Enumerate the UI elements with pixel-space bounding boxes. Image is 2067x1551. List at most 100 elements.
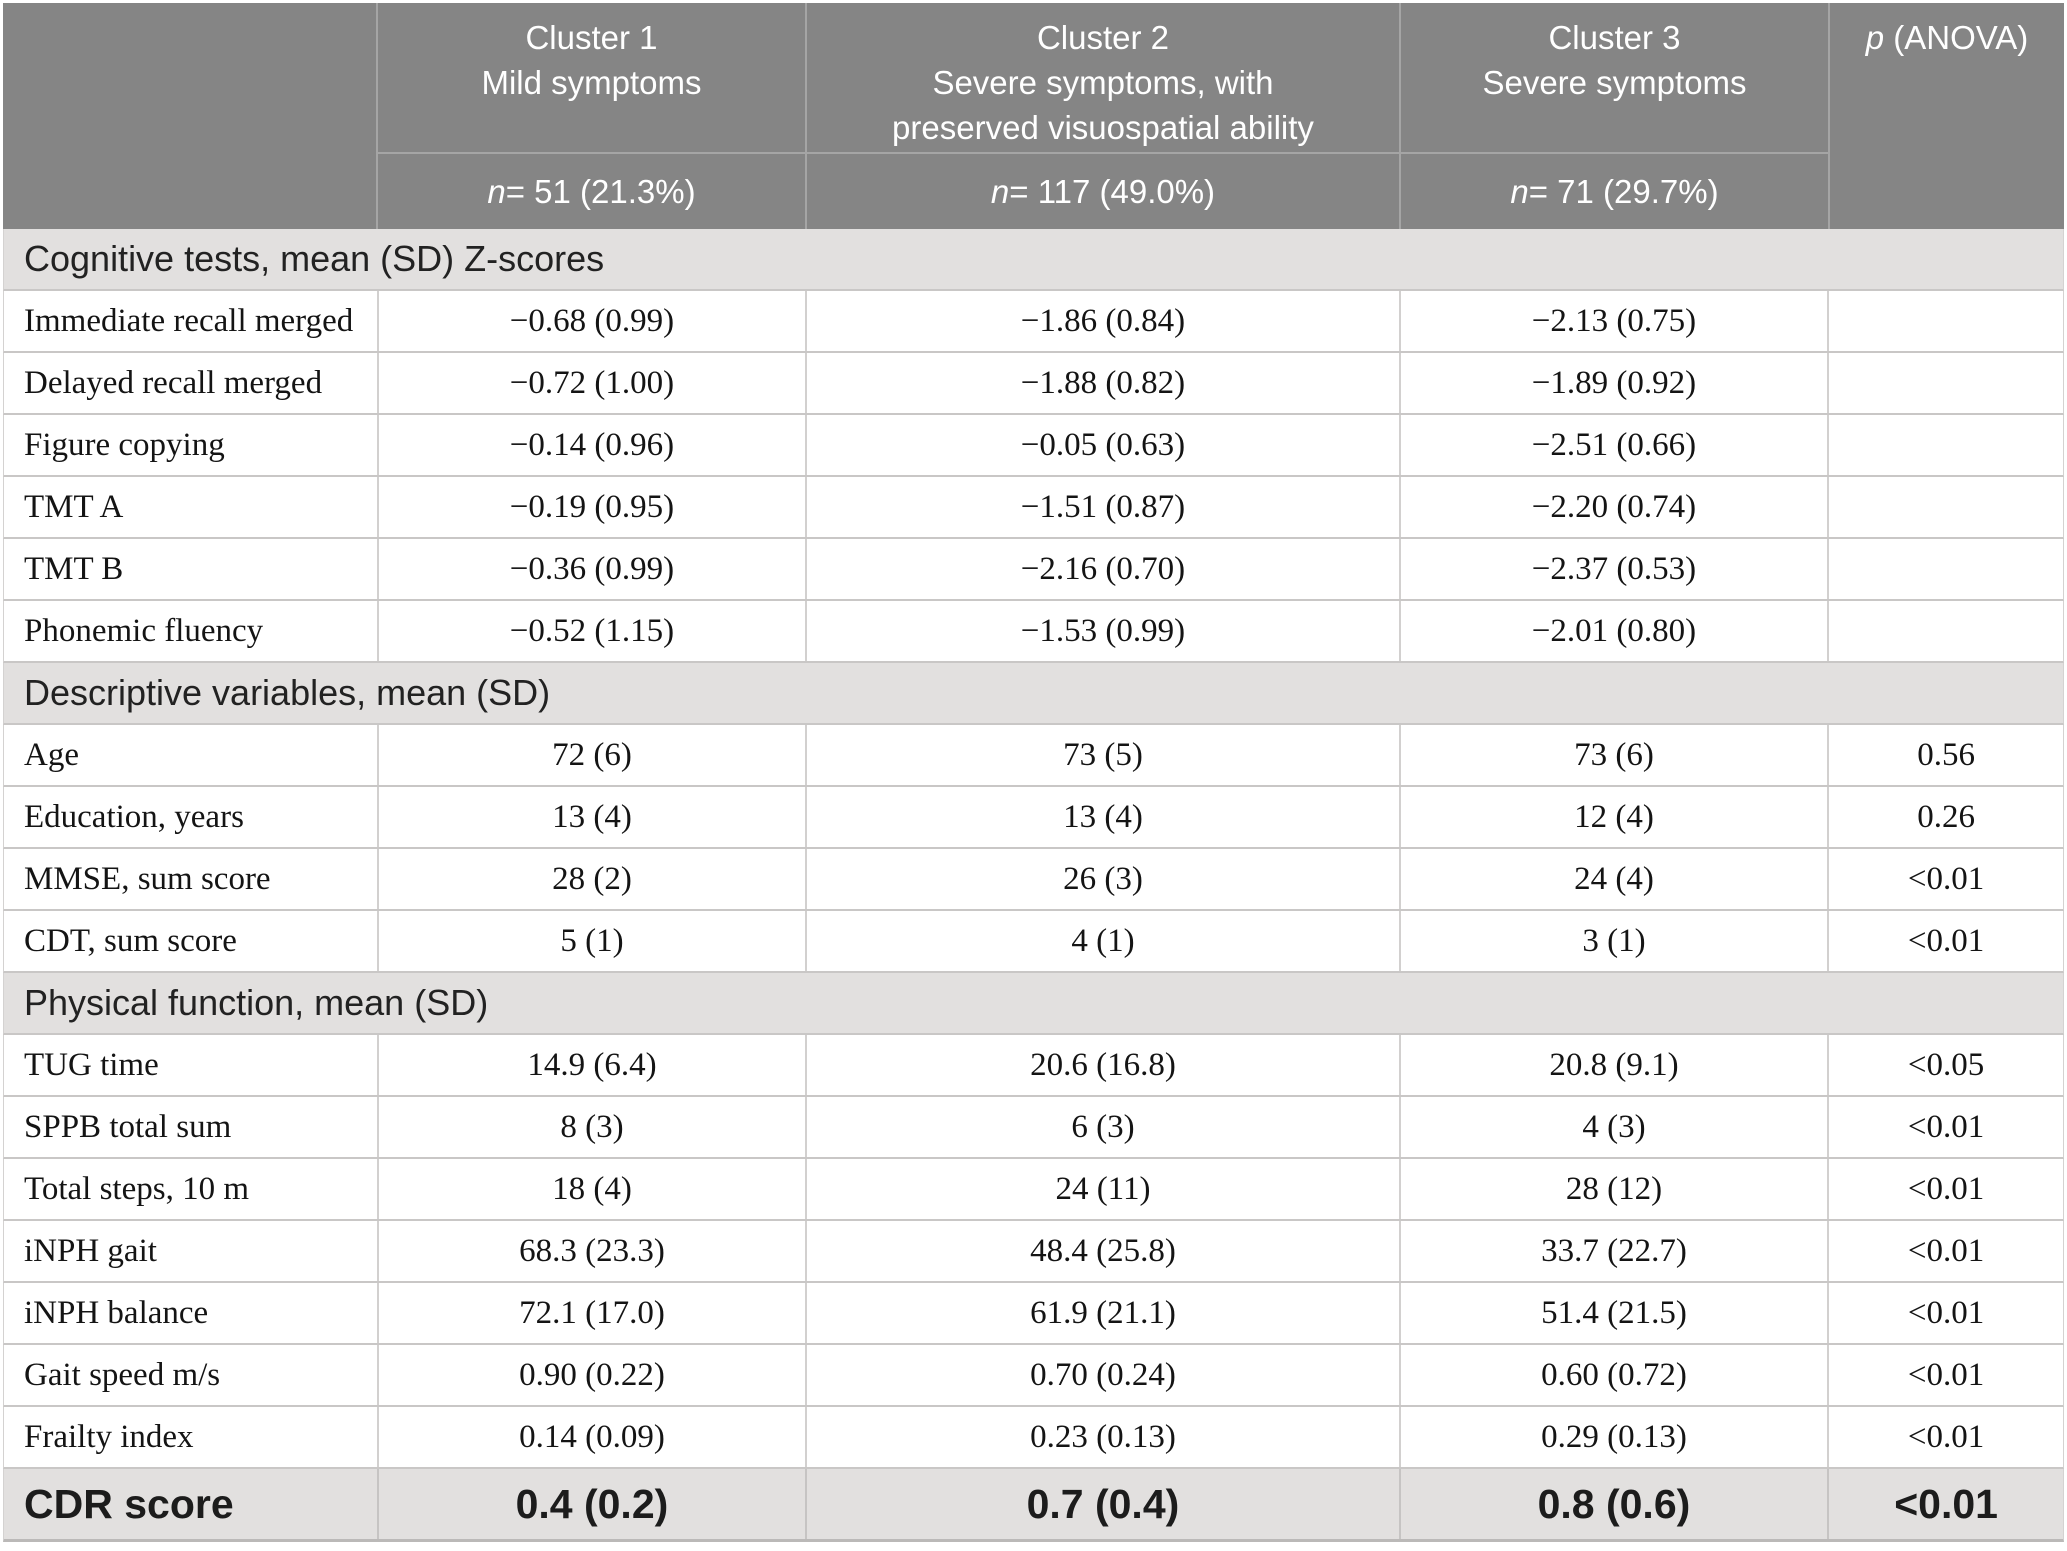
table-row: iNPH gait 68.3 (23.3) 48.4 (25.8) 33.7 (22.…	[3, 1221, 2064, 1283]
row-label: CDR score	[4, 1469, 379, 1539]
row-label: Immediate recall merged	[4, 291, 379, 351]
row-value-cluster3: −2.51 (0.66)	[1401, 415, 1830, 475]
cluster-comparison-table: Cluster 1 Mild symptoms n = 51 (21.3%) C…	[3, 3, 2064, 1542]
row-value-cluster3: −2.13 (0.75)	[1401, 291, 1830, 351]
row-value-cluster1: −0.52 (1.15)	[379, 601, 808, 661]
row-value-cluster2: 73 (5)	[807, 725, 1401, 785]
row-value-cluster1: −0.19 (0.95)	[379, 477, 808, 537]
table-row: Phonemic fluency −0.52 (1.15) −1.53 (0.99)…	[3, 601, 2064, 663]
row-value-p: <0.01	[1894, 1480, 1998, 1527]
row-value-cluster1: −0.36 (0.99)	[379, 539, 808, 599]
row-value-cluster3: −2.37 (0.53)	[1401, 539, 1830, 599]
section-header: Physical function, mean (SD)	[3, 973, 2064, 1035]
row-value-cluster1: 0.14 (0.09)	[379, 1407, 808, 1467]
row-label: Phonemic fluency	[4, 601, 379, 661]
row-label: Total steps, 10 m	[4, 1159, 379, 1219]
n-symbol: n	[487, 173, 506, 210]
table-row: Gait speed m/s 0.90 (0.22) 0.70 (0.24) 0.60…	[3, 1345, 2064, 1407]
table-row: MMSE, sum score 28 (2) 26 (3) 24 (4) <0.01	[3, 849, 2064, 911]
table-row: Figure copying −0.14 (0.96) −0.05 (0.63) −2…	[3, 415, 2064, 477]
row-value-p: <0.01	[1907, 1170, 1985, 1207]
header-cluster-2: Cluster 2 Severe symptoms, with preserve…	[807, 3, 1401, 229]
table-row: Age 72 (6) 73 (5) 73 (6) 0.56	[3, 725, 2064, 787]
row-value-p	[1829, 539, 2063, 599]
cluster-3-subtitle: Severe symptoms	[1482, 64, 1747, 101]
row-value-cluster2: 0.7 (0.4)	[807, 1469, 1401, 1539]
n-symbol: n	[990, 173, 1010, 210]
row-value-p: <0.05	[1907, 1046, 1985, 1083]
cluster-1-n: n = 51 (21.3%)	[378, 154, 805, 229]
row-value-p: <0.01	[1907, 922, 1985, 959]
row-value-cluster2: −1.88 (0.82)	[807, 353, 1401, 413]
row-value-cluster1: 0.4 (0.2)	[379, 1469, 808, 1539]
row-value-cluster3: 20.8 (9.1)	[1401, 1035, 1830, 1095]
row-cdr-score: CDR score 0.4 (0.2) 0.7 (0.4) 0.8 (0.6) …	[3, 1469, 2064, 1542]
cluster-1-subtitle: Mild symptoms	[481, 64, 702, 101]
row-value-p: 0.56	[1917, 736, 1975, 773]
row-value-cluster1: 5 (1)	[379, 911, 808, 971]
row-value-cluster1: 72 (6)	[379, 725, 808, 785]
p-anova-label: (ANOVA)	[1893, 19, 2029, 56]
row-value-cluster3: 24 (4)	[1401, 849, 1830, 909]
row-value-cluster1: 13 (4)	[379, 787, 808, 847]
row-value-cluster2: 20.6 (16.8)	[807, 1035, 1401, 1095]
row-value-cluster2: 24 (11)	[807, 1159, 1401, 1219]
row-value-cluster2: −0.05 (0.63)	[807, 415, 1401, 475]
n-count: = 51 (21.3%)	[505, 173, 696, 210]
cluster-3-n: n = 71 (29.7%)	[1401, 154, 1828, 229]
row-label: TMT A	[4, 477, 379, 537]
section-header: Descriptive variables, mean (SD)	[3, 663, 2064, 725]
row-label: Age	[4, 725, 379, 785]
row-value-cluster3: −2.20 (0.74)	[1401, 477, 1830, 537]
row-value-p: <0.01	[1907, 1232, 1985, 1269]
row-value-cluster2: 0.70 (0.24)	[807, 1345, 1401, 1405]
row-label: Education, years	[4, 787, 379, 847]
table-row: Frailty index 0.14 (0.09) 0.23 (0.13) 0.29 …	[3, 1407, 2064, 1469]
section-title: Cognitive tests, mean (SD) Z-scores	[24, 238, 605, 279]
row-value-cluster1: 14.9 (6.4)	[379, 1035, 808, 1095]
row-value-cluster2: 61.9 (21.1)	[807, 1283, 1401, 1343]
section-title: Descriptive variables, mean (SD)	[24, 672, 551, 713]
n-symbol: n	[1510, 173, 1529, 210]
row-value-cluster2: 6 (3)	[807, 1097, 1401, 1157]
row-label: iNPH gait	[4, 1221, 379, 1281]
table-row: TUG time 14.9 (6.4) 20.6 (16.8) 20.8 (9.1) <…	[3, 1035, 2064, 1097]
row-label: Gait speed m/s	[4, 1345, 379, 1405]
row-label: TMT B	[4, 539, 379, 599]
table-row: iNPH balance 72.1 (17.0) 61.9 (21.1) 51.4 (…	[3, 1283, 2064, 1345]
row-value-cluster2: 13 (4)	[807, 787, 1401, 847]
row-value-cluster2: 4 (1)	[807, 911, 1401, 971]
row-value-cluster1: −0.72 (1.00)	[379, 353, 808, 413]
header-empty-cell	[3, 3, 378, 229]
row-value-p: <0.01	[1907, 1356, 1985, 1393]
section-header: Cognitive tests, mean (SD) Z-scores	[3, 229, 2064, 291]
n-count: = 71 (29.7%)	[1528, 173, 1719, 210]
table-row: Total steps, 10 m 18 (4) 24 (11) 28 (12) <0.…	[3, 1159, 2064, 1221]
header-p-anova: p (ANOVA)	[1830, 3, 2064, 229]
row-value-cluster1: 68.3 (23.3)	[379, 1221, 808, 1281]
table-row: Delayed recall merged −0.72 (1.00) −1.88 (…	[3, 353, 2064, 415]
cluster-2-subtitle-2: preserved visuospatial ability	[892, 109, 1314, 146]
row-value-p: <0.01	[1907, 1294, 1985, 1331]
row-value-cluster3: 33.7 (22.7)	[1401, 1221, 1830, 1281]
row-value-cluster3: 12 (4)	[1401, 787, 1830, 847]
section-title: Physical function, mean (SD)	[24, 982, 489, 1023]
row-label: CDT, sum score	[4, 911, 379, 971]
table-row: Immediate recall merged −0.68 (0.99) −1.86…	[3, 291, 2064, 353]
row-value-cluster3: 0.60 (0.72)	[1401, 1345, 1830, 1405]
row-value-cluster3: 73 (6)	[1401, 725, 1830, 785]
row-label: Frailty index	[4, 1407, 379, 1467]
row-value-cluster2: −2.16 (0.70)	[807, 539, 1401, 599]
cluster-2-name: Cluster 2	[1036, 19, 1170, 56]
cluster-1-name: Cluster 1	[525, 19, 658, 56]
header-cluster-1: Cluster 1 Mild symptoms n = 51 (21.3%)	[378, 3, 807, 229]
row-value-cluster3: 28 (12)	[1401, 1159, 1830, 1219]
row-value-cluster1: 0.90 (0.22)	[379, 1345, 808, 1405]
table-row: TMT A −0.19 (0.95) −1.51 (0.87) −2.20 (0.74…	[3, 477, 2064, 539]
row-value-cluster2: 0.23 (0.13)	[807, 1407, 1401, 1467]
row-value-cluster2: 26 (3)	[807, 849, 1401, 909]
row-value-cluster1: −0.14 (0.96)	[379, 415, 808, 475]
row-label: MMSE, sum score	[4, 849, 379, 909]
cluster-1-title: Cluster 1 Mild symptoms	[378, 3, 805, 154]
row-value-p: 0.26	[1917, 798, 1975, 835]
